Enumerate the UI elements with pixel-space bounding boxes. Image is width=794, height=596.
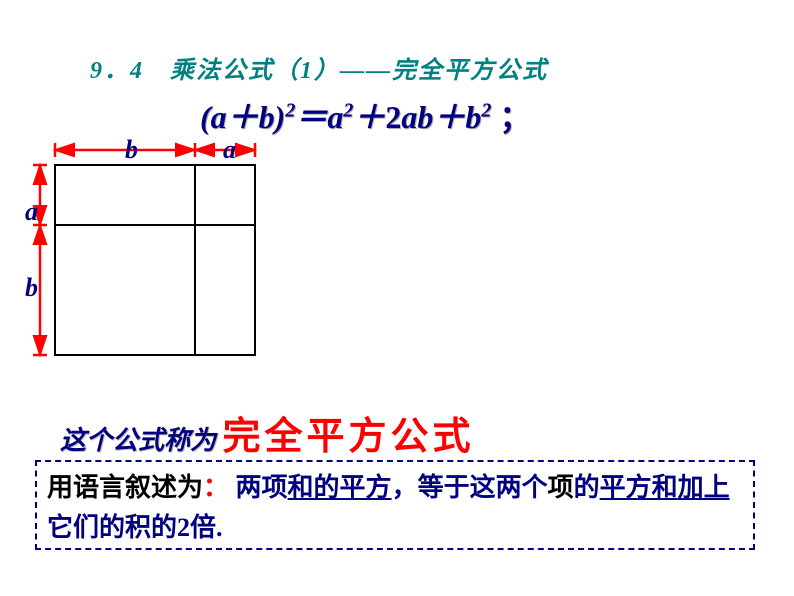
op-plus2: ＋ [353, 99, 385, 135]
formula-name: 完全平方公式 [223, 416, 475, 458]
var-ab-a: a [401, 99, 417, 135]
outer-square [55, 165, 255, 355]
var-ab-b: b [417, 99, 433, 135]
sentence-lead: 这个公式称为 [60, 426, 216, 455]
op-plus3: ＋ [433, 99, 465, 135]
box-colon: ： [203, 473, 229, 502]
u1: 和的平方 [288, 473, 392, 502]
t4: 它们的积的 [47, 513, 177, 542]
var-a2: a [327, 99, 343, 135]
t3: 的 [574, 473, 600, 502]
t5: 倍. [190, 513, 223, 542]
coeff-2: 2 [385, 99, 401, 135]
box-lead: 用语言叙述为 [47, 473, 203, 502]
description-box: 用语言叙述为： 两项和的平方，等于这两个项的平方和加上它们的积的2倍. [35, 460, 755, 550]
label-b-top: b [125, 135, 138, 165]
u3: 加上 [678, 473, 730, 502]
rparen: ) [275, 99, 286, 135]
u2: 平方和 [600, 473, 678, 502]
exp-2b: 2 [343, 99, 353, 121]
var-b2: b [465, 99, 481, 135]
op-plus: ＋ [227, 99, 259, 135]
black1: 项 [548, 473, 574, 502]
main-formula: (a＋b)2＝a2＋2ab＋b2 ； [200, 92, 531, 138]
exp-2: 2 [285, 99, 295, 121]
lparen: ( [200, 99, 211, 135]
num2: 2 [177, 513, 190, 542]
t1: 两项 [236, 473, 288, 502]
semicolon: ； [491, 99, 531, 135]
exp-2c: 2 [481, 99, 491, 121]
naming-sentence: 这个公式称为 完全平方公式 [60, 405, 475, 460]
diagram-svg [25, 135, 285, 375]
section-title: 9．4 乘法公式（1）——完全平方公式 [90, 50, 548, 85]
label-a-left: a [25, 197, 38, 227]
var-a: a [211, 99, 227, 135]
var-b: b [259, 99, 275, 135]
op-eq: ＝ [295, 99, 327, 135]
t2: ，等于这两个 [392, 473, 548, 502]
label-b-left: b [25, 273, 38, 303]
square-diagram: b a a b [25, 135, 285, 375]
label-a-top: a [223, 135, 236, 165]
